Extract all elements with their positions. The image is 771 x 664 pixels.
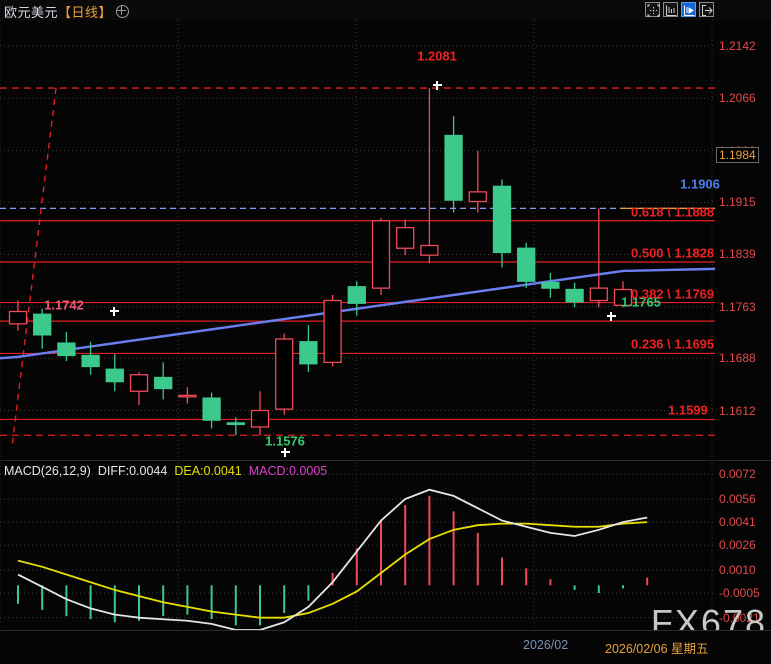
price-axis-highlight: 1.1984 xyxy=(716,146,759,163)
fib-level-label: 1.1599 xyxy=(668,402,708,418)
blue-level-label: 1.1906 xyxy=(680,176,720,192)
price-axis-label: 1.1915 xyxy=(719,195,756,210)
fib-level-label: 0.236 \ 1.1695 xyxy=(631,336,715,352)
price-axis-label: 1.2066 xyxy=(719,91,756,106)
macd-axis-label: 0.0056 xyxy=(719,491,756,506)
macd-axis-label: 0.0010 xyxy=(719,562,756,577)
price-axis-label: 1.2142 xyxy=(719,39,756,54)
macd-chart-pane[interactable] xyxy=(0,462,715,631)
fit-screen-icon[interactable] xyxy=(645,2,660,17)
fib-level-label: 0.382 \ 1.1769 xyxy=(631,286,715,302)
fib-level-label: 0.500 \ 1.1828 xyxy=(631,245,715,261)
period-label: 【日线】 xyxy=(58,5,113,20)
macd-axis[interactable]: 0.0072 0.0056 0.0041 0.0026 0.0010 -0.0005 -0.… xyxy=(715,462,771,630)
chart-toolbar xyxy=(645,2,714,17)
price-axis-label: 1.1839 xyxy=(719,247,756,262)
chart-header: 欧元美元【日线】 xyxy=(0,0,771,20)
scroll-right-icon[interactable] xyxy=(681,2,696,17)
time-axis-divider xyxy=(0,630,771,631)
mid-price-label: 1.1742 xyxy=(44,297,84,313)
time-selected-label: 2026/02/06 星期五 xyxy=(605,642,709,656)
macd-dea-value: DEA:0.0041 xyxy=(174,464,242,478)
crosshair-marker xyxy=(436,81,438,90)
time-axis[interactable]: 2026/02 2026/02/06 星期五 xyxy=(0,631,771,664)
crosshair-marker xyxy=(610,312,612,321)
price-axis-label: 1.1688 xyxy=(719,351,756,366)
macd-legend: MACD(26,12,9) DIFF:0.0044 DEA:0.0041 MACD:0… xyxy=(4,464,334,478)
macd-axis-label: 0.0072 xyxy=(719,467,756,482)
pane-divider xyxy=(0,460,771,461)
current-price-label: 1.1765 xyxy=(621,294,661,310)
crosshair-marker xyxy=(284,448,286,457)
macd-hist-value: MACD:0.0005 xyxy=(248,464,328,478)
time-tick-label: 2026/02 xyxy=(523,638,569,652)
macd-axis-label: 0.0041 xyxy=(719,515,756,530)
low-price-label: 1.1576 xyxy=(265,433,305,449)
price-chart-pane[interactable] xyxy=(0,20,716,460)
price-axis-label: 1.1612 xyxy=(719,403,756,418)
price-axis-label: 1.1763 xyxy=(719,299,756,314)
macd-axis-label: 0.0026 xyxy=(719,538,756,553)
price-axis[interactable]: 1.21421.20661.19901.19151.18391.17631.16… xyxy=(715,20,771,460)
zoom-horizontal-icon[interactable] xyxy=(663,2,678,17)
fib-level-label: 0.618 \ 1.1888 xyxy=(631,204,715,220)
macd-axis-label: -0.0005 xyxy=(719,586,760,600)
high-price-label: 1.2081 xyxy=(417,48,457,64)
symbol-label: 欧元美元 xyxy=(4,5,59,20)
crosshair-circle-icon[interactable] xyxy=(116,5,130,18)
macd-diff-value: DIFF:0.0044 xyxy=(97,464,168,478)
page-title: 欧元美元【日线】 xyxy=(4,2,130,21)
macd-axis-label: -0.0021 xyxy=(719,610,760,625)
jump-latest-icon[interactable] xyxy=(699,2,714,17)
macd-title: MACD(26,12,9) xyxy=(4,464,91,478)
crosshair-marker xyxy=(113,307,115,316)
